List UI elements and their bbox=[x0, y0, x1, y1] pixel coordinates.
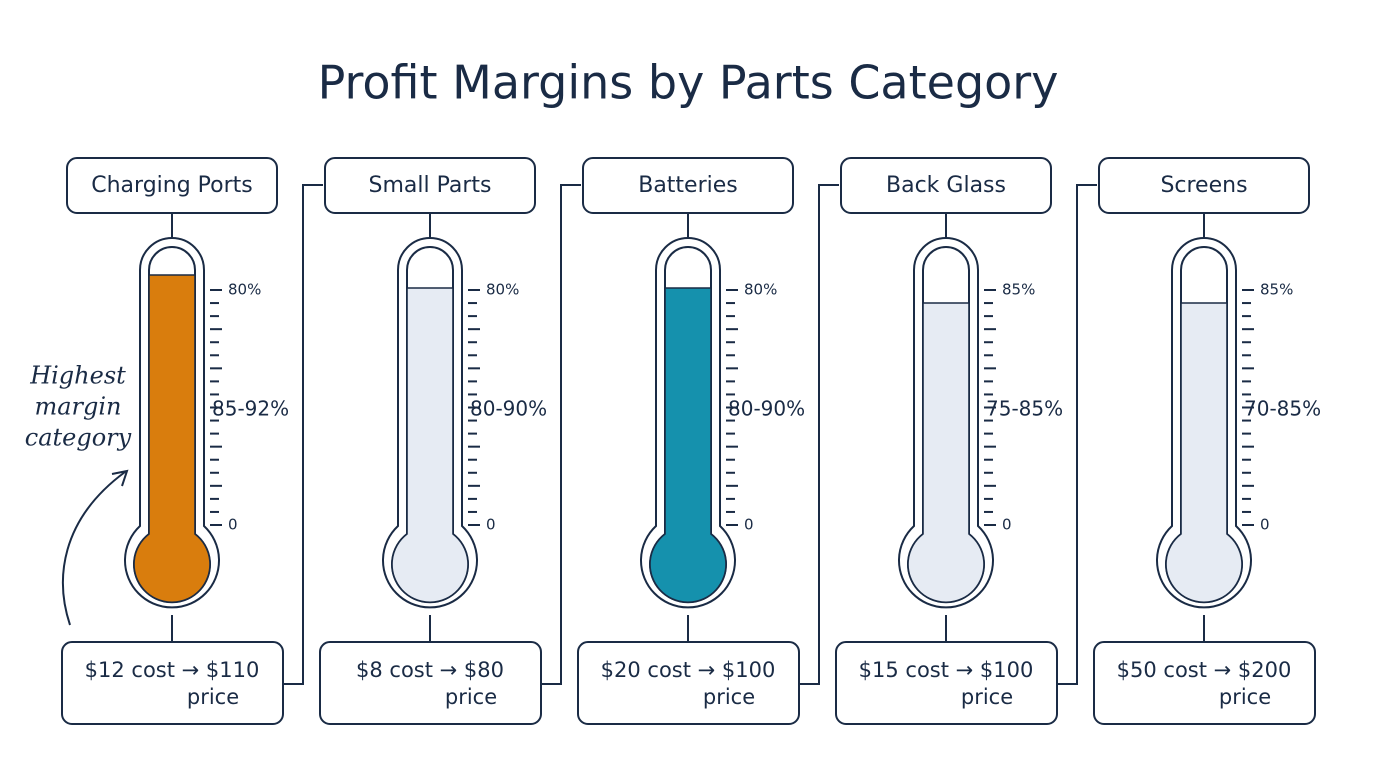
category-label: Back Glass bbox=[886, 173, 1006, 198]
top-tick-label: 85% bbox=[1002, 281, 1035, 299]
price-label: price bbox=[703, 685, 755, 709]
range-label: 85-92% bbox=[212, 397, 289, 421]
range-label: 80-90% bbox=[728, 397, 805, 421]
top-tick-label: 80% bbox=[744, 281, 777, 299]
thermometer-fill bbox=[649, 287, 727, 603]
thermometer-fill bbox=[391, 287, 469, 603]
bottom-tick-label: 0 bbox=[744, 516, 754, 534]
range-label: 75-85% bbox=[986, 397, 1063, 421]
thermometer-fill bbox=[1165, 302, 1243, 603]
bottom-tick-label: 0 bbox=[228, 516, 238, 534]
thermometer-fill bbox=[907, 302, 985, 603]
cost-label: $8 cost → $80 bbox=[356, 658, 504, 682]
cost-box bbox=[61, 641, 284, 725]
category-box bbox=[1098, 157, 1310, 214]
cost-label: $15 cost → $100 bbox=[859, 658, 1034, 682]
category-box bbox=[582, 157, 794, 214]
annotation: category bbox=[25, 424, 132, 452]
top-tick-label: 85% bbox=[1260, 281, 1293, 299]
range-label: 70-85% bbox=[1244, 397, 1321, 421]
bottom-tick-label: 0 bbox=[1002, 516, 1012, 534]
category-box bbox=[324, 157, 536, 214]
thermometer-fill bbox=[133, 274, 211, 603]
cost-box bbox=[1093, 641, 1316, 725]
category-label: Small Parts bbox=[369, 173, 492, 198]
category-label: Batteries bbox=[638, 173, 738, 198]
title: Profit Margins by Parts Category bbox=[318, 56, 1059, 110]
price-label: price bbox=[961, 685, 1013, 709]
bottom-tick-label: 0 bbox=[486, 516, 496, 534]
range-label: 80-90% bbox=[470, 397, 547, 421]
connector bbox=[283, 184, 323, 685]
annotation: margin bbox=[34, 393, 121, 421]
bottom-tick-label: 0 bbox=[1260, 516, 1270, 534]
annotation: Highest bbox=[29, 362, 126, 390]
cost-label: $50 cost → $200 bbox=[1117, 658, 1292, 682]
cost-label: $20 cost → $100 bbox=[601, 658, 776, 682]
annotation-arrow bbox=[61, 471, 126, 626]
connector bbox=[799, 184, 839, 685]
category-label: Charging Ports bbox=[91, 173, 253, 198]
category-box bbox=[66, 157, 278, 214]
cost-box bbox=[835, 641, 1058, 725]
price-label: price bbox=[1219, 685, 1271, 709]
cost-box bbox=[577, 641, 800, 725]
top-tick-label: 80% bbox=[486, 281, 519, 299]
category-box bbox=[840, 157, 1052, 214]
price-label: price bbox=[187, 685, 239, 709]
connector bbox=[1057, 184, 1097, 685]
price-label: price bbox=[445, 685, 497, 709]
cost-box bbox=[319, 641, 542, 725]
cost-label: $12 cost → $110 bbox=[85, 658, 260, 682]
category-label: Screens bbox=[1160, 173, 1247, 198]
annotation-arrowhead bbox=[111, 469, 129, 487]
top-tick-label: 80% bbox=[228, 281, 261, 299]
connector bbox=[541, 184, 581, 685]
